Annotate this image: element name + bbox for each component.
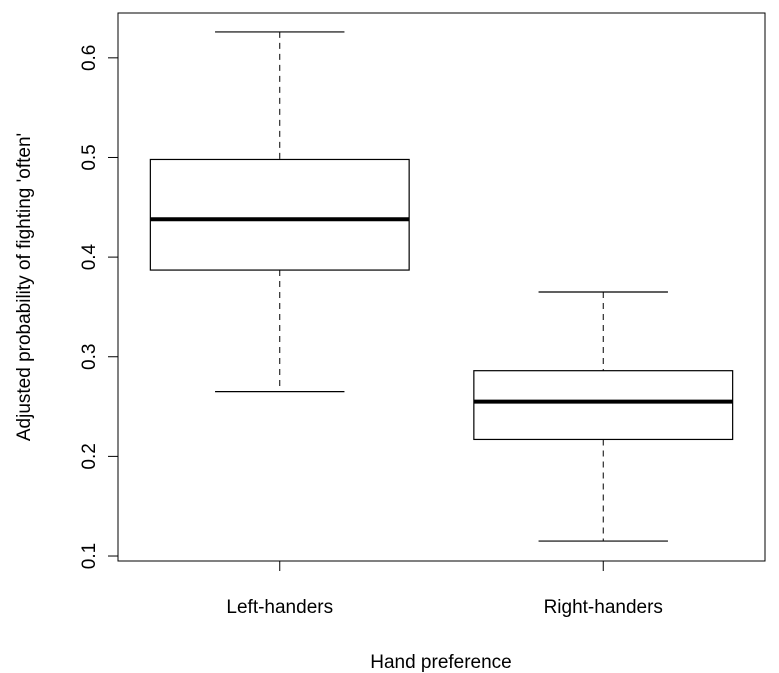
x-axis: Left-handers Right-handers — [226, 561, 663, 618]
boxes-group — [149, 31, 734, 542]
x-tick-label: Right-handers — [544, 597, 663, 618]
y-axis: 0.1 0.2 0.3 0.4 0.5 0.6 — [79, 45, 118, 569]
y-tick-label: 0.4 — [79, 243, 100, 270]
y-tick-label: 0.5 — [79, 144, 100, 170]
y-tick-label: 0.2 — [79, 443, 100, 469]
x-tick-label: Left-handers — [226, 597, 333, 618]
iqr-box — [473, 370, 734, 441]
plot-frame — [117, 12, 766, 562]
box-right-handers — [473, 291, 734, 542]
y-tick-label: 0.6 — [79, 45, 100, 71]
y-tick-label: 0.3 — [79, 344, 100, 370]
x-axis-label: Hand preference — [370, 652, 512, 673]
iqr-box — [149, 158, 410, 271]
y-axis-label: Adjusted probability of fighting 'often' — [14, 133, 35, 441]
y-tick-label: 0.1 — [79, 543, 100, 569]
box-left-handers — [149, 31, 410, 393]
